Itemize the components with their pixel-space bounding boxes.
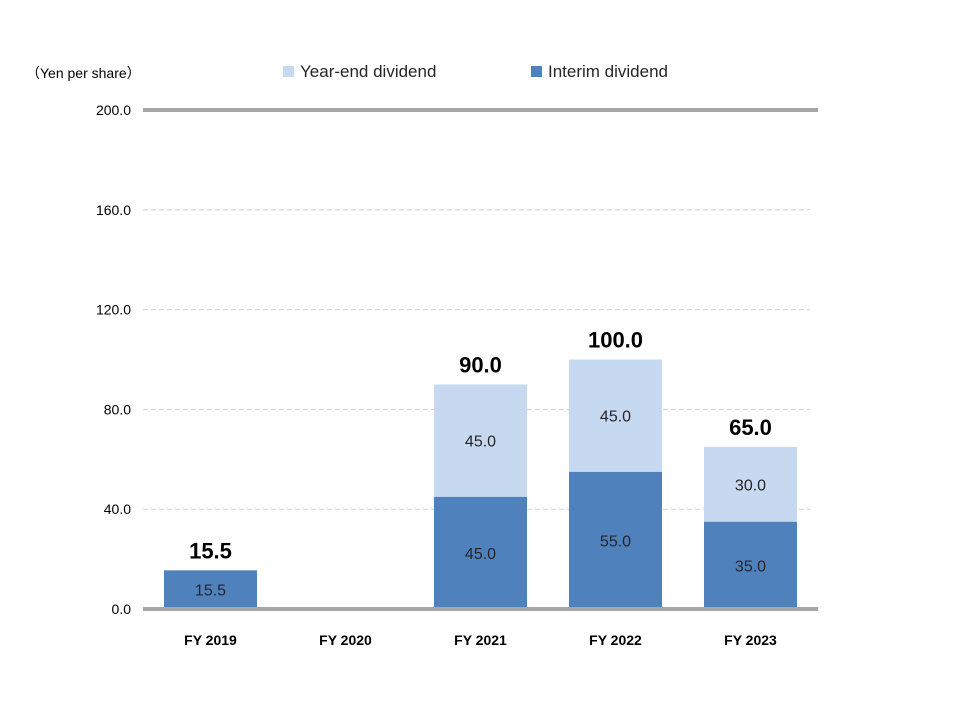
bar-value-label: 15.5 [195,583,226,600]
y-tick-label: 160.0 [96,202,131,218]
bar-value-label: 35.0 [735,558,766,575]
y-tick-label: 40.0 [104,501,131,517]
gridlines [143,108,818,510]
bar-value-label: 45.0 [600,409,631,426]
bar-value-label: 45.0 [465,434,496,451]
total-label: 90.0 [459,352,502,377]
bar-year-end-dividend [434,384,527,497]
total-label: 65.0 [729,415,772,440]
bar-value-label: 30.0 [735,477,766,494]
legend-swatch-year-end-dividend [283,66,294,77]
legend-label-year-end-dividend: Year-end dividend [300,62,436,81]
bars [164,359,797,609]
x-axis: FY 2019 FY 2020 FY 2021 FY 2022 FY 2023 [143,607,818,648]
legend-label-interim-dividend: Interim dividend [548,62,668,81]
bar-value-label: 45.0 [465,546,496,563]
total-label: 100.0 [588,328,643,353]
x-tick-label: FY 2021 [454,632,507,648]
y-tick-label: 80.0 [104,401,131,417]
bar-interim-dividend [569,471,662,609]
y-tick-label: 0.0 [112,601,132,617]
bar-interim-dividend [164,570,257,609]
legend-swatch-interim-dividend [531,66,542,77]
bar-year-end-dividend [704,446,797,522]
x-tick-label: FY 2023 [724,632,777,648]
bar-interim-dividend [434,496,527,609]
x-tick-label: FY 2019 [184,632,237,648]
y-axis: 0.0 40.0 80.0 120.0 160.0 200.0 [96,102,131,617]
bar-interim-dividend [704,521,797,609]
y-tick-label: 200.0 [96,102,131,118]
data-labels: 15.5 15.5 45.0 45.0 90.0 55.0 45.0 100.0 35.0 30.… [189,328,772,600]
bar-value-label: 55.0 [600,533,631,550]
y-tick-label: 120.0 [96,302,131,318]
bar-year-end-dividend [569,359,662,472]
x-tick-label: FY 2020 [319,632,372,648]
total-label: 15.5 [189,538,232,563]
unit-label: （Yen per share） [26,65,141,81]
x-tick-label: FY 2022 [589,632,642,648]
legend: Year-end dividend Interim dividend [283,62,668,81]
